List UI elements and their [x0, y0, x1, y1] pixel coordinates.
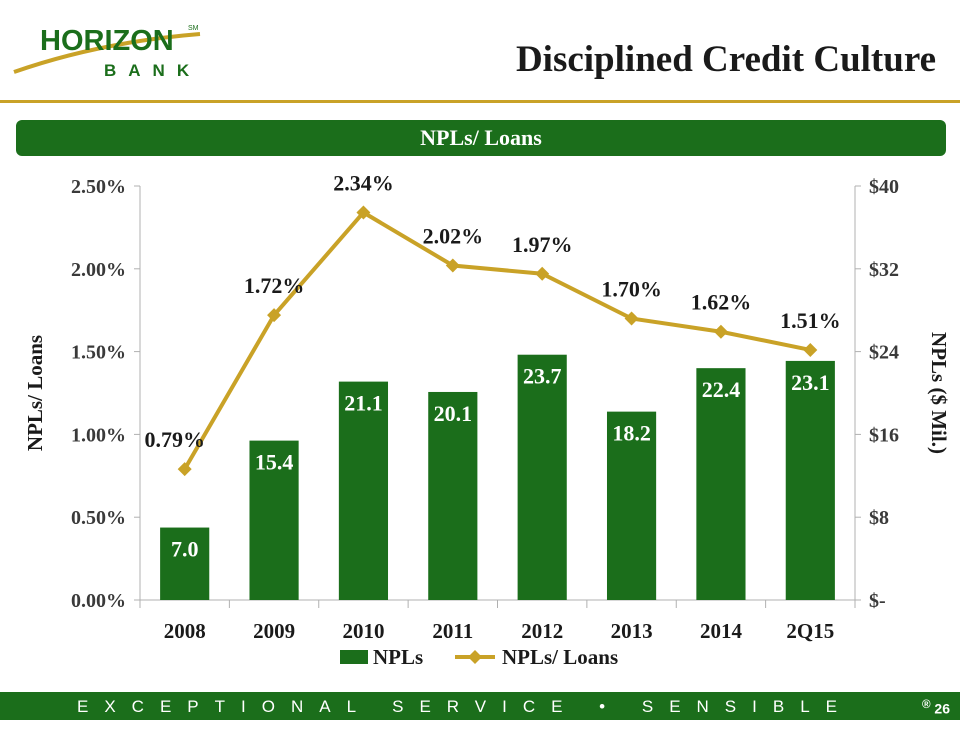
npl-ratio-marker	[624, 311, 639, 326]
legend-label-ratio: NPLs/ Loans	[502, 645, 618, 669]
left-tick-label: 0.00%	[71, 590, 126, 612]
right-tick-label: $24	[869, 342, 899, 364]
footer-bar: EXCEPTIONAL SERVICE • SENSIBLE ADVICE ® …	[0, 692, 960, 736]
legend-label-npls: NPLs	[373, 645, 423, 669]
left-tick-label: 1.00%	[71, 424, 126, 446]
npl-ratio-marker	[803, 342, 818, 357]
npl-ratio-label: 0.79%	[144, 427, 205, 452]
npl-bar	[338, 381, 389, 600]
npl-ratio-line	[182, 209, 811, 471]
npl-ratio-marker	[356, 205, 371, 220]
npl-bar-label: 23.1	[791, 370, 830, 395]
svg-text:HORIZON: HORIZON	[40, 25, 174, 57]
npl-ratio-label: 1.72%	[244, 273, 305, 298]
npl-bar	[428, 391, 478, 600]
right-tick-label: $-	[869, 590, 886, 612]
npl-ratio-marker	[713, 324, 728, 339]
chart-banner: NPLs/ Loans	[16, 120, 946, 156]
left-axis-title: NPLs/ Loans	[23, 335, 47, 451]
left-tick-label: 1.50%	[71, 342, 126, 364]
npl-bar	[785, 360, 835, 600]
slide-title: Disciplined Credit Culture	[515, 39, 936, 80]
npl-bar-label: 20.1	[434, 401, 473, 426]
svg-text:BANK: BANK	[104, 61, 201, 80]
npl-ratio-label: 2.02%	[423, 223, 484, 248]
npl-ratio-label: 1.70%	[601, 276, 662, 301]
x-tick-label: 2009	[253, 619, 295, 643]
npl-bar	[517, 354, 567, 600]
horizon-bank-logo: HORIZON SM BANK	[10, 14, 210, 84]
legend-swatch-npls	[340, 650, 368, 664]
left-tick-label: 2.00%	[71, 259, 126, 281]
right-tick-label: $16	[869, 424, 899, 446]
npl-chart: 0.00% 0.50% 1.00% 1.50% 2.00% 2.50% $- $8 $16 $24…	[23, 170, 951, 669]
x-tick-label: 2010	[342, 619, 384, 643]
right-tick-label: $8	[869, 507, 889, 529]
legend-marker-ratio	[468, 650, 482, 664]
npl-bar	[249, 440, 299, 600]
npl-ratio-marker	[177, 462, 192, 477]
right-tick-label: $32	[869, 259, 899, 281]
npl-ratio-marker	[535, 266, 550, 281]
page-number-value: 26	[934, 700, 950, 717]
npl-ratio-label: 2.34%	[333, 170, 394, 195]
x-tick-label: 2011	[432, 619, 473, 643]
npl-bar-label: 18.2	[612, 421, 651, 446]
page-number: ® 26	[922, 698, 950, 717]
npl-bar	[696, 368, 746, 600]
svg-text:SM: SM	[188, 25, 199, 32]
npl-bar-label: 7.0	[171, 537, 199, 562]
npl-ratio-label: 1.97%	[512, 232, 573, 257]
npl-bar	[606, 411, 657, 600]
npl-ratio-label: 1.62%	[691, 290, 752, 315]
x-tick-label: 2008	[164, 619, 206, 643]
x-tick-label: 2014	[700, 619, 743, 643]
x-tick-label: 2013	[611, 619, 653, 643]
npl-bar-label: 21.1	[344, 391, 383, 416]
right-tick-label: $40	[869, 176, 899, 198]
x-tick-label: 2Q15	[786, 619, 834, 643]
npl-bar-label: 23.7	[523, 364, 562, 389]
npl-bar-label: 22.4	[702, 377, 741, 402]
npl-ratio-marker	[267, 308, 282, 323]
npl-ratio-label: 1.51%	[780, 308, 841, 333]
footer-tagline: EXCEPTIONAL SERVICE • SENSIBLE ADVICE	[77, 697, 853, 736]
right-axis-title: NPLs ($ Mil.)	[927, 332, 951, 454]
npl-ratio-marker	[445, 258, 460, 273]
npl-bar-label: 15.4	[255, 450, 294, 475]
npl-bar	[160, 527, 210, 600]
x-tick-label: 2012	[521, 619, 563, 643]
left-tick-label: 2.50%	[71, 176, 126, 198]
header-divider	[0, 100, 960, 103]
registered-mark: ®	[921, 698, 931, 711]
left-tick-label: 0.50%	[71, 507, 126, 529]
